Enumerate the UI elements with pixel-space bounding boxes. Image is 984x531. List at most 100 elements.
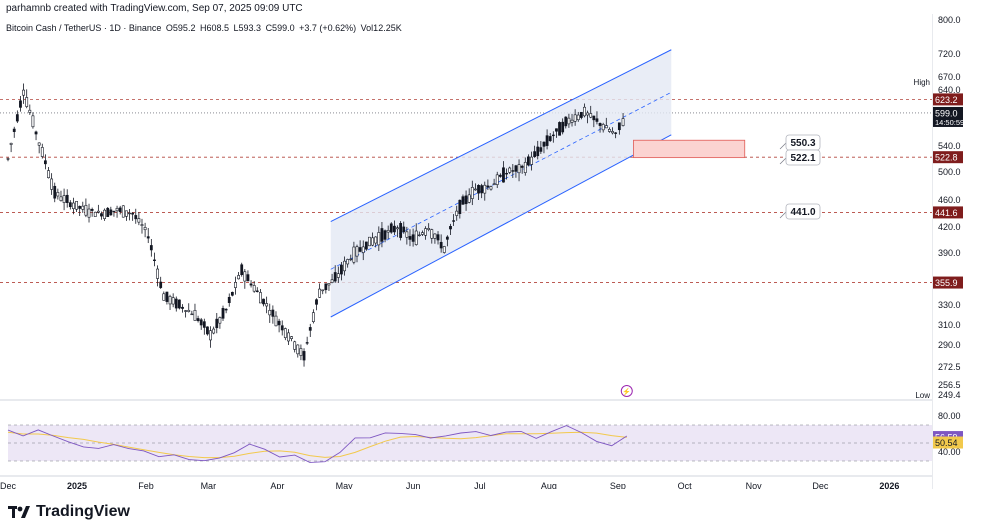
candle-body — [458, 199, 462, 214]
candle-body — [421, 232, 424, 235]
candle-body — [34, 131, 38, 135]
rsi-tick-0: 80.00 — [938, 411, 961, 421]
open-value: O595.2 — [165, 23, 196, 33]
candle-body — [109, 209, 113, 216]
candle-body — [461, 196, 465, 205]
callout-0: 550.3 — [779, 134, 821, 151]
candle-body — [6, 158, 10, 160]
candle-body — [558, 122, 561, 136]
candle-body — [417, 234, 421, 237]
candle-body — [564, 116, 568, 127]
candle-body — [561, 121, 565, 133]
candle-body — [287, 332, 290, 342]
price-tick-6: 460.0 — [938, 195, 961, 205]
level-badge-3 — [933, 276, 963, 289]
price-chart[interactable]: 550.3 522.1 441.0 ⚡ Dec 2025 Feb Mar Apr May Jun Ju… — [0, 14, 932, 489]
candle-body — [327, 283, 331, 286]
candle-body — [311, 312, 315, 322]
candle-body — [492, 183, 496, 186]
candle-body — [206, 326, 209, 335]
candle-body — [579, 111, 583, 118]
candle-body — [548, 136, 552, 142]
candle-body — [567, 117, 571, 125]
candle-body — [592, 115, 596, 121]
candle-body — [230, 291, 234, 296]
candle-body — [115, 207, 119, 212]
price-tick-3: 640.0 — [938, 85, 961, 95]
candle-body — [308, 327, 312, 331]
candle-body — [517, 164, 521, 174]
time-tick-9: Sep — [610, 481, 626, 489]
candle-body — [427, 228, 431, 230]
rsi-ma-badge — [933, 436, 963, 449]
candle-body — [209, 330, 212, 341]
candle-body — [520, 165, 524, 168]
price-tick-11: 290.0 — [938, 340, 961, 350]
channel-lower-line — [330, 134, 672, 318]
candle-body — [364, 241, 368, 250]
low-label: Low — [915, 391, 930, 400]
candle-body — [349, 258, 353, 261]
time-tick-6: Jun — [406, 481, 421, 489]
candle-body — [604, 125, 608, 129]
event-flash-icon — [620, 385, 633, 397]
symbol-name: Bitcoin Cash / TetherUS · 1D · Binance — [6, 23, 162, 33]
author-credit: parhamnb created with TradingView.com, S… — [6, 3, 303, 14]
candle-body — [439, 241, 443, 249]
candle-body — [190, 313, 194, 316]
candle-body — [118, 207, 122, 213]
price-tick-0: 800.0 — [938, 15, 961, 25]
candle-body — [184, 310, 188, 312]
candle-body — [296, 344, 300, 355]
candle-body — [498, 174, 502, 177]
event-flash-glyph: ⚡ — [622, 387, 631, 396]
candle-body — [480, 185, 484, 194]
candle-body — [505, 172, 508, 175]
candle-body — [455, 210, 459, 216]
high-label: High — [914, 78, 930, 87]
candle-body — [377, 232, 381, 246]
change-value: +3.7 (+0.62%) — [299, 23, 357, 33]
candle-body — [93, 211, 97, 217]
candle-body — [302, 351, 306, 361]
candle-body — [252, 285, 256, 292]
candle-body — [489, 186, 493, 190]
candle-body — [608, 129, 611, 132]
candle-body — [358, 247, 362, 252]
candle-body — [576, 114, 580, 121]
candle-body — [137, 218, 141, 223]
price-axis[interactable]: 800.0 720.0 670.0 640.0 540.0 500.0 460.0 420.0… — [932, 14, 984, 489]
callout-pointer — [779, 157, 787, 165]
candle-body — [474, 188, 477, 191]
candle-body — [274, 315, 278, 327]
candle-body — [103, 209, 107, 219]
callout-1: 522.1 — [779, 149, 821, 166]
price-tick-10: 310.0 — [938, 320, 961, 330]
candle-body — [265, 303, 269, 307]
footer: TradingView — [0, 490, 984, 531]
candle-body — [436, 234, 440, 241]
candle-body — [28, 109, 32, 113]
candle-body — [530, 156, 533, 165]
candle-body — [243, 271, 247, 282]
level-badge-label-0: 623.2 — [935, 95, 958, 105]
candle-body — [408, 236, 412, 240]
candle-body — [181, 306, 184, 309]
candle-body — [53, 185, 57, 199]
candle-body — [352, 246, 356, 263]
callout-label: 522.1 — [790, 153, 815, 164]
tradingview-logo[interactable]: TradingView — [8, 503, 130, 521]
candle-body — [75, 201, 78, 210]
price-tick-7: 420.0 — [938, 222, 961, 232]
candle-body — [555, 128, 558, 132]
price-tick-1: 720.0 — [938, 49, 961, 59]
price-tick-4: 540.0 — [938, 141, 961, 151]
level-badge-label-3: 355.9 — [935, 278, 958, 288]
candle-body — [470, 187, 474, 199]
candle-body — [221, 308, 225, 319]
candle-body — [68, 202, 72, 208]
rsi-ma-line — [7, 431, 627, 459]
candle-body — [321, 289, 325, 292]
callout-pointer — [779, 142, 787, 150]
candle-body — [508, 167, 512, 173]
